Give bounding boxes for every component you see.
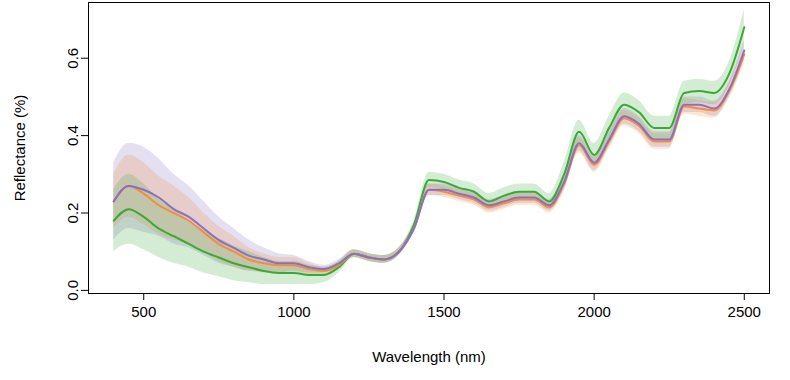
svg-text:1500: 1500 [427, 303, 460, 320]
svg-text:1000: 1000 [277, 303, 310, 320]
svg-text:0.6: 0.6 [64, 48, 81, 69]
svg-text:2500: 2500 [728, 303, 761, 320]
svg-text:Wavelength (nm): Wavelength (nm) [372, 348, 486, 365]
svg-text:500: 500 [131, 303, 156, 320]
svg-text:2000: 2000 [577, 303, 610, 320]
svg-text:0.0: 0.0 [64, 280, 81, 301]
svg-text:0.4: 0.4 [64, 125, 81, 146]
svg-text:Reflectance (%): Reflectance (%) [11, 95, 28, 202]
svg-text:0.2: 0.2 [64, 203, 81, 224]
